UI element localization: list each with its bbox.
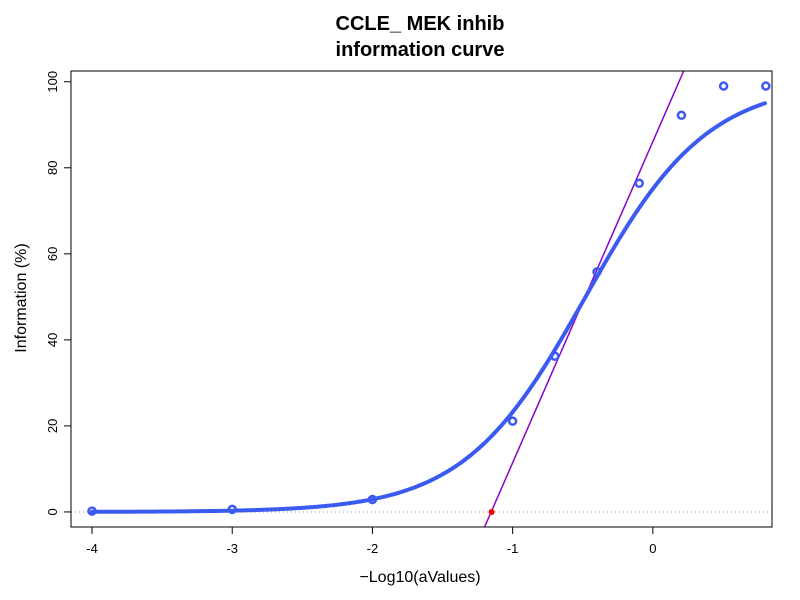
x-tick-label: -3	[226, 541, 238, 556]
y-axis-label: Information (%)	[13, 243, 30, 352]
data-point	[507, 416, 518, 426]
y-tick-label: 80	[45, 161, 60, 175]
data-point	[718, 81, 729, 91]
x-tick-label: 0	[649, 541, 656, 556]
axes: -4 -3 -2 -1 0 0 20 40 60 80 100	[45, 71, 656, 556]
chart-title-line1: CCLE_ MEK inhib	[336, 13, 505, 35]
plot-area	[71, 70, 772, 528]
x-tick-label: -4	[86, 541, 98, 556]
data-point	[592, 267, 602, 277]
data-point	[367, 494, 378, 505]
ec50-marker	[488, 508, 495, 515]
data-point	[227, 504, 237, 515]
y-tick-label: 40	[45, 333, 60, 347]
data-point	[676, 110, 687, 121]
x-tick-label: -2	[367, 541, 379, 556]
plot-frame	[70, 70, 773, 528]
fitted-curve	[90, 101, 767, 514]
chart-title-line2: information curve	[336, 39, 505, 61]
data-point	[634, 178, 644, 189]
x-tick-label: -1	[507, 541, 519, 556]
y-tick-label: 20	[45, 419, 60, 433]
data-point	[550, 351, 560, 361]
y-tick-label: 100	[45, 71, 60, 93]
data-point	[87, 506, 97, 516]
y-tick-label: 60	[45, 247, 60, 261]
data-point	[761, 81, 771, 91]
y-tick-label: 0	[45, 508, 60, 515]
x-axis-label: −Log10(aValues)	[359, 569, 480, 586]
